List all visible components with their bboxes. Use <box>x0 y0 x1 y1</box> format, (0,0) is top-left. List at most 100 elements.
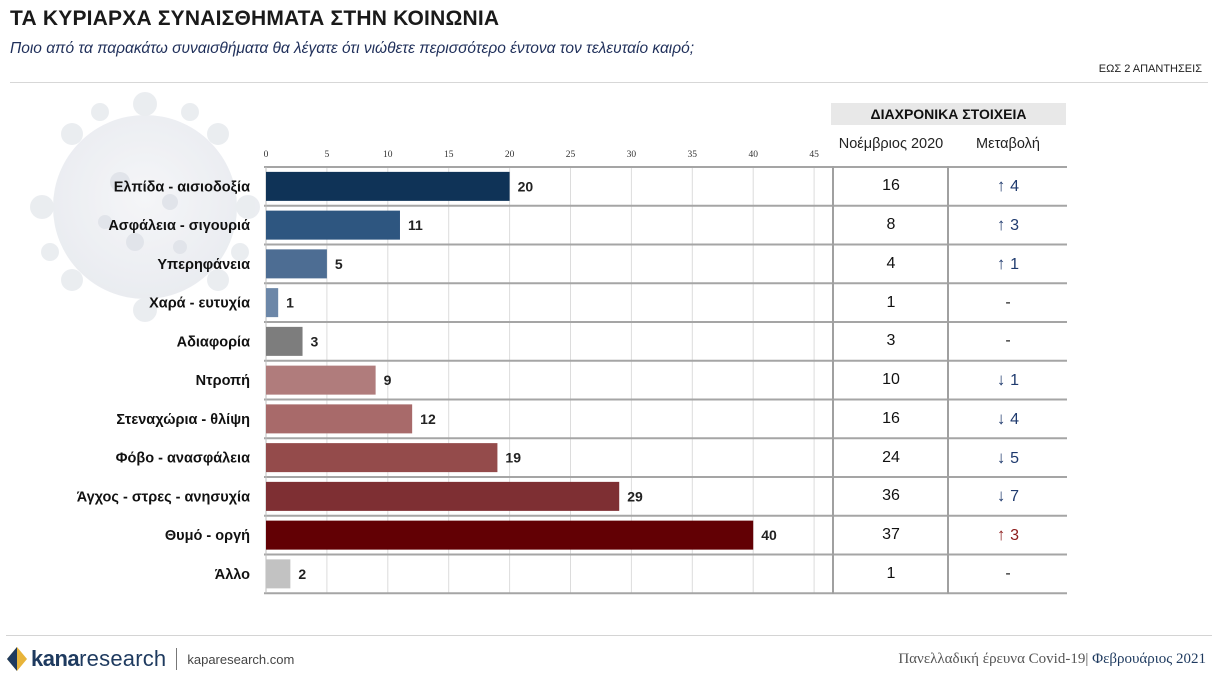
change-cell-6: ↓ 1 <box>950 370 1066 391</box>
change-value-3: 1 <box>1010 255 1020 273</box>
category-label-10: Θυμό - οργή <box>165 528 250 544</box>
change-value-2: 3 <box>1010 217 1020 235</box>
kapa-logo: kana research kaparesearch.com <box>6 645 294 673</box>
bar-value-label-8: 19 <box>505 450 521 466</box>
x-tick-label-45: 45 <box>809 150 819 160</box>
change-column-header: Μεταβολή <box>976 136 1040 152</box>
change-cell-9: ↓ 7 <box>950 486 1066 507</box>
arrow-up-icon: ↑ <box>996 176 1011 196</box>
virus-watermark-icon <box>30 92 260 322</box>
x-tick-label-40: 40 <box>748 150 758 160</box>
change-cell-2: ↑ 3 <box>950 215 1066 236</box>
answers-note: ΕΩΣ 2 ΑΠΑΝΤΗΣΕΙΣ <box>1098 63 1202 75</box>
prev-value-2: 8 <box>886 216 896 234</box>
change-value-5: - <box>1005 332 1011 350</box>
change-value-7: 4 <box>1010 410 1020 428</box>
bar-11 <box>266 559 291 589</box>
x-tick-label-30: 30 <box>627 150 637 160</box>
x-tick-label-5: 5 <box>325 150 330 160</box>
category-label-9: Άγχος - στρες - ανησυχία <box>77 489 250 505</box>
change-value-8: 5 <box>1010 449 1020 467</box>
category-label-11: Άλλο <box>215 567 250 583</box>
prev-column-header: Νοέμβριος 2020 <box>838 136 944 152</box>
x-tick-label-0: 0 <box>264 150 269 160</box>
change-cell-7: ↓ 4 <box>950 409 1066 430</box>
change-cell-4: - <box>950 293 1066 313</box>
arrow-down-icon: ↓ <box>996 486 1011 506</box>
change-value-6: 1 <box>1010 372 1020 390</box>
category-label-8: Φόβο - ανασφάλεια <box>116 451 250 467</box>
bar-7 <box>266 404 413 434</box>
page-title: ΤΑ ΚΥΡΙΑΡΧΑ ΣΥΝΑΙΣΘΗΜΑΤΑ ΣΤΗΝ ΚΟΙΝΩΝΙΑ <box>10 7 500 30</box>
arrow-up-icon: ↑ <box>996 215 1011 235</box>
prev-value-8: 24 <box>882 448 900 466</box>
trend-left-rule <box>832 166 834 594</box>
arrow-down-icon: ↓ <box>996 408 1011 428</box>
prev-value-6: 10 <box>882 371 900 389</box>
bar-2 <box>266 210 400 240</box>
change-cell-11: - <box>950 564 1066 584</box>
footer-separator <box>176 648 178 670</box>
category-label-3: Υπερηφάνεια <box>157 257 250 273</box>
bar-value-label-9: 29 <box>627 488 643 504</box>
bar-1 <box>266 171 510 201</box>
logo-kana-text: kana <box>31 646 80 671</box>
arrow-up-icon: ↑ <box>996 253 1011 273</box>
x-tick-label-15: 15 <box>444 150 454 160</box>
logo-mark-icon <box>7 647 27 671</box>
footer-month-text: Φεβρουάριος 2021 <box>1092 651 1206 667</box>
footer-site-link[interactable]: kaparesearch.com <box>187 651 295 667</box>
header-divider <box>10 82 1208 83</box>
footer-divider <box>6 635 1212 636</box>
category-label-4: Χαρά - ευτυχία <box>149 296 250 312</box>
bar-value-label-2: 11 <box>408 217 423 233</box>
bar-value-label-11: 2 <box>298 566 306 582</box>
change-cell-1: ↑ 4 <box>950 176 1066 197</box>
prev-value-10: 37 <box>882 526 900 544</box>
bar-value-label-7: 12 <box>420 411 436 427</box>
footer-survey-info: Πανελλαδική έρευνα Covid-19| Φεβρουάριος… <box>898 651 1206 668</box>
prev-value-7: 16 <box>882 409 900 427</box>
bar-value-label-1: 20 <box>518 178 534 194</box>
change-value-10: 3 <box>1010 527 1020 545</box>
prev-value-5: 3 <box>886 332 896 350</box>
trend-mid-rule <box>947 166 949 594</box>
prev-value-4: 1 <box>886 293 896 311</box>
arrow-down-icon: ↓ <box>996 447 1011 467</box>
bar-value-label-10: 40 <box>761 527 777 543</box>
trend-header: ΔΙΑΧΡΟΝΙΚΑ ΣΤΟΙΧΕΙΑ <box>831 103 1066 125</box>
change-cell-5: - <box>950 331 1066 351</box>
change-cell-3: ↑ 1 <box>950 254 1066 275</box>
arrow-down-icon: ↓ <box>996 370 1011 390</box>
change-cell-8: ↓ 5 <box>950 448 1066 469</box>
bar-9 <box>266 481 620 511</box>
prev-value-3: 4 <box>886 254 896 272</box>
footer-survey-text: Πανελλαδική έρευνα Covid-19| <box>898 651 1089 667</box>
change-cell-10: ↑ 3 <box>950 525 1066 546</box>
bar-value-label-6: 9 <box>384 372 392 388</box>
arrow-up-icon: ↑ <box>996 525 1011 545</box>
bar-8 <box>266 443 498 473</box>
change-value-11: - <box>1005 564 1011 582</box>
change-value-4: - <box>1005 293 1011 311</box>
bar-5 <box>266 326 303 356</box>
prev-value-9: 36 <box>882 487 900 505</box>
bar-3 <box>266 249 327 279</box>
prev-value-1: 16 <box>882 177 900 195</box>
x-tick-label-25: 25 <box>566 150 576 160</box>
x-tick-label-20: 20 <box>505 150 515 160</box>
bar-10 <box>266 520 754 550</box>
x-tick-label-35: 35 <box>688 150 698 160</box>
category-label-7: Στεναχώρια - θλίψη <box>116 412 250 428</box>
question-subtitle: Ποιο από τα παρακάτω συναισθήματα θα λέγ… <box>10 40 695 57</box>
bar-6 <box>266 365 376 395</box>
category-label-6: Ντροπή <box>196 373 250 389</box>
bar-value-label-4: 1 <box>286 295 294 311</box>
category-label-2: Ασφάλεια - σιγουριά <box>108 218 250 234</box>
category-label-5: Αδιαφορία <box>177 334 250 350</box>
change-value-1: 4 <box>1010 178 1020 196</box>
change-value-9: 7 <box>1010 488 1020 506</box>
logo-research-text: research <box>79 646 167 671</box>
category-label-1: Ελπίδα - αισιοδοξία <box>114 179 250 195</box>
